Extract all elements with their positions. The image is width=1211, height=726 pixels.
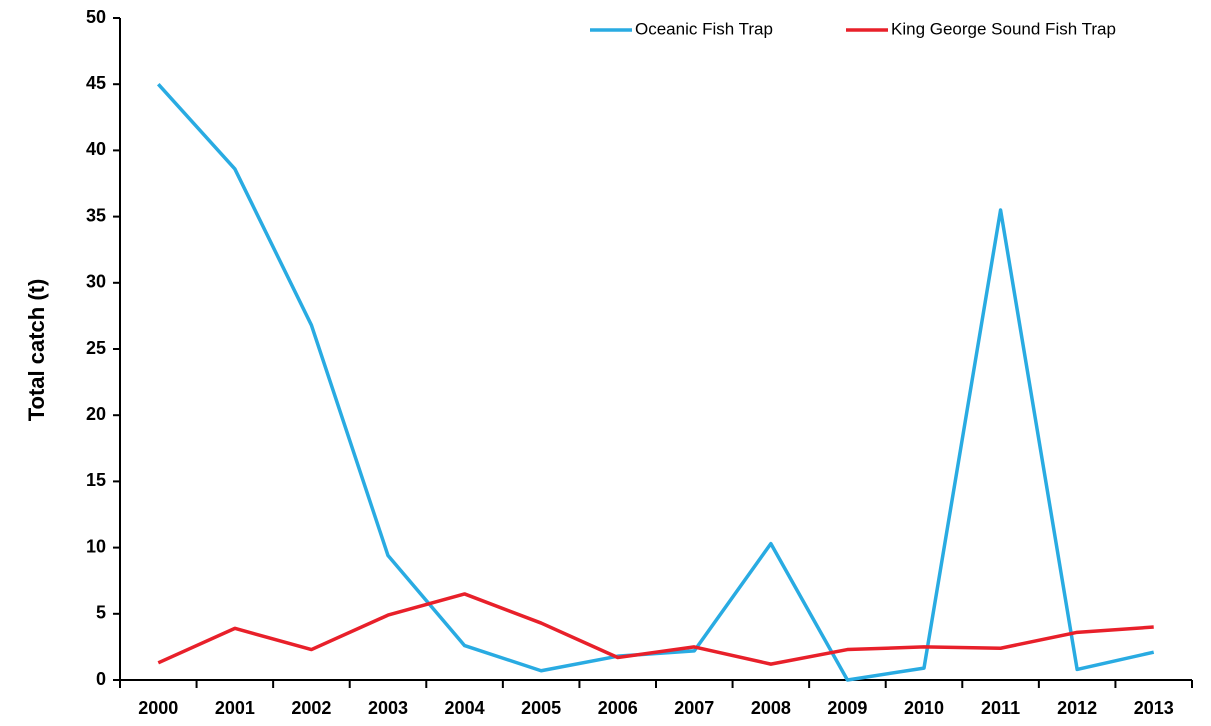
x-tick-label: 2004 (445, 698, 485, 718)
y-tick-label: 25 (86, 338, 106, 358)
x-tick-label: 2000 (138, 698, 178, 718)
x-tick-label: 2001 (215, 698, 255, 718)
x-tick-label: 2013 (1134, 698, 1174, 718)
series-line (156, 83, 1155, 682)
y-axis-label: Total catch (t) (24, 279, 49, 422)
x-tick-label: 2008 (751, 698, 791, 718)
x-tick-label: 2003 (368, 698, 408, 718)
x-tick-label: 2009 (827, 698, 867, 718)
x-tick-label: 2005 (521, 698, 561, 718)
y-tick-label: 15 (86, 470, 106, 490)
legend-label: Oceanic Fish Trap (635, 19, 773, 38)
series-line (157, 592, 1154, 666)
x-tick-label: 2010 (904, 698, 944, 718)
y-tick-label: 35 (86, 205, 106, 225)
x-tick-label: 2011 (981, 698, 1020, 718)
y-tick-label: 5 (96, 603, 106, 623)
y-tick-label: 40 (86, 139, 106, 159)
y-tick-label: 20 (86, 404, 106, 424)
y-tick-label: 10 (86, 536, 106, 556)
legend-label: King George Sound Fish Trap (891, 19, 1116, 38)
x-tick-label: 2007 (674, 698, 714, 718)
x-tick-label: 2002 (291, 698, 331, 718)
y-tick-label: 0 (96, 669, 106, 689)
y-tick-label: 45 (86, 73, 106, 93)
x-tick-label: 2012 (1057, 698, 1097, 718)
y-tick-label: 50 (86, 7, 106, 27)
x-tick-label: 2006 (598, 698, 638, 718)
y-tick-label: 30 (86, 272, 106, 292)
